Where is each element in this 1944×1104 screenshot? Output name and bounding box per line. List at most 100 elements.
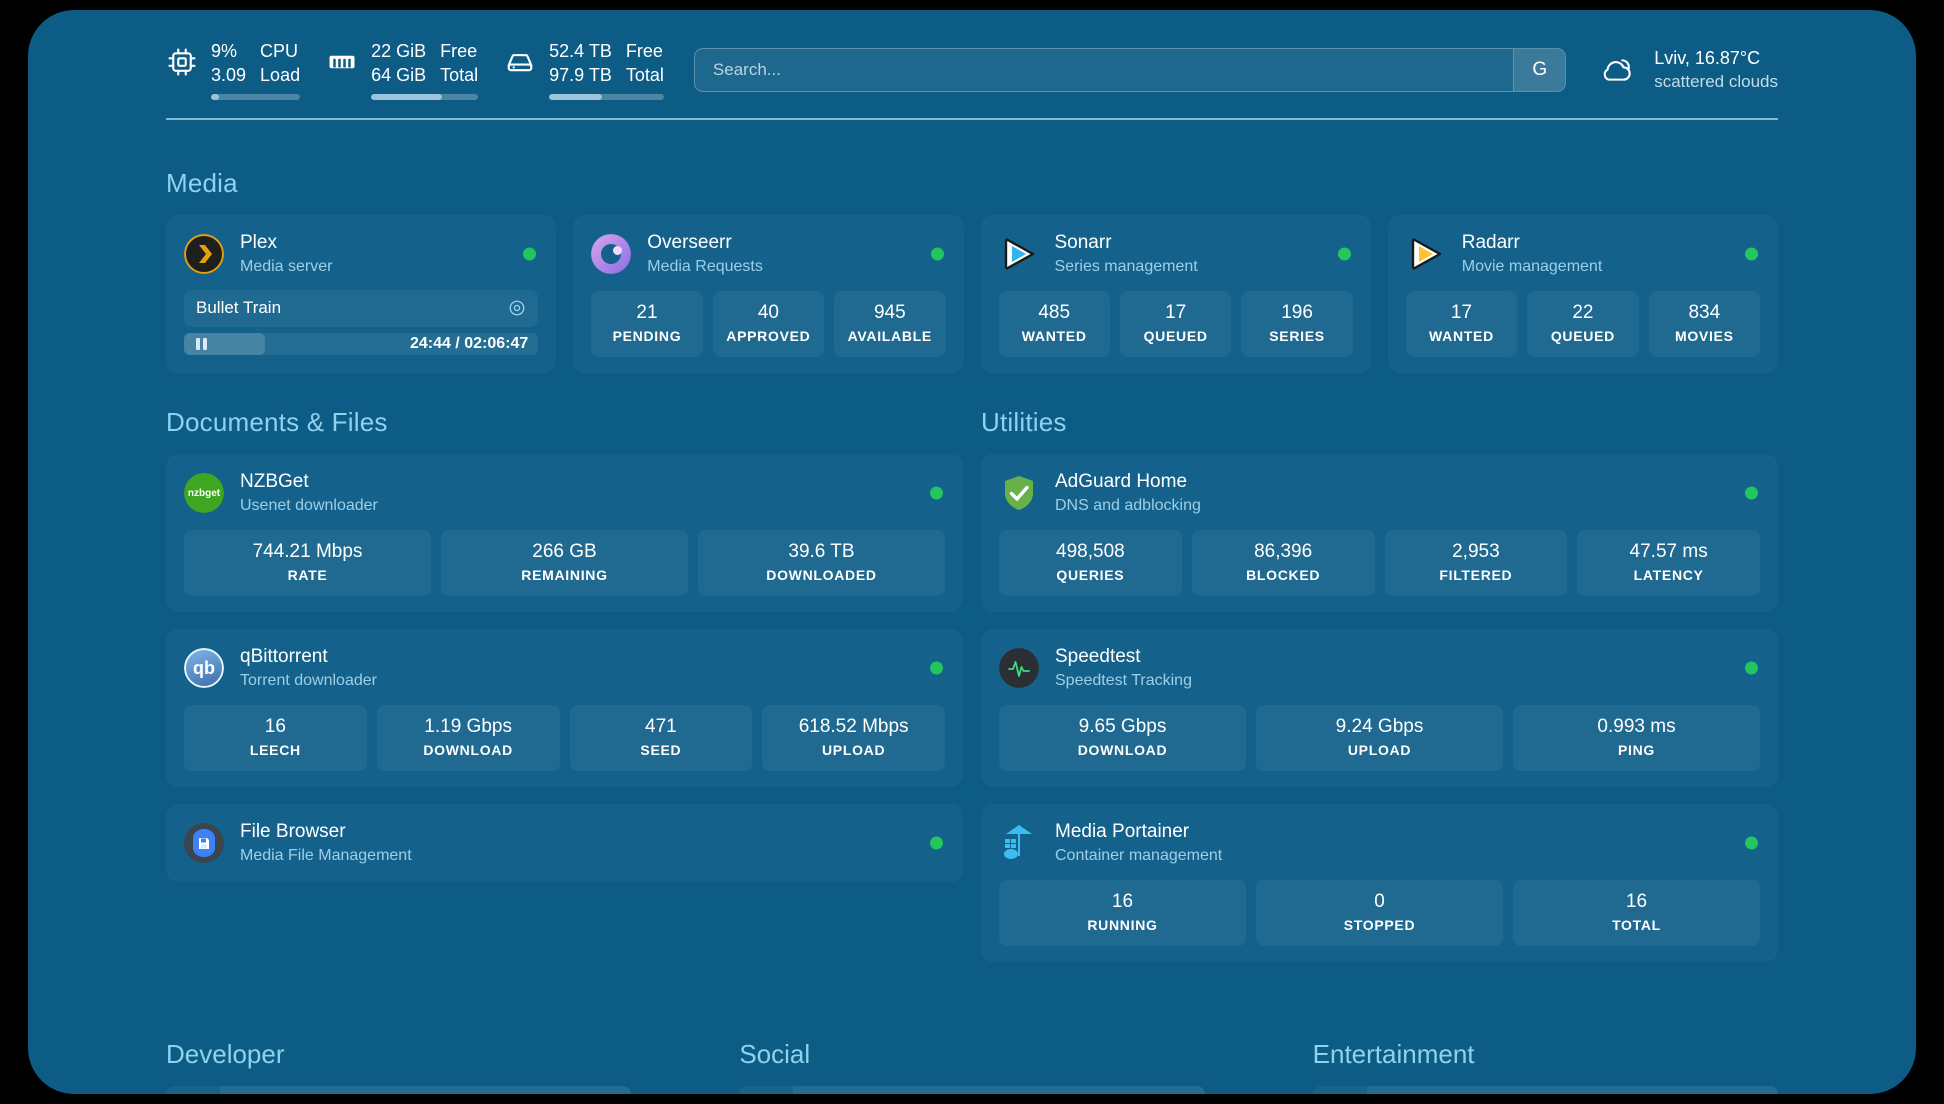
bookmark-item[interactable]: GHGithubgithub.com xyxy=(166,1086,632,1094)
status-indicator xyxy=(1745,836,1758,850)
system-stat-value: 9% xyxy=(211,41,238,61)
service-card-header: qb qBittorrent Torrent downloader xyxy=(184,645,945,691)
service-stat-value: 834 xyxy=(1688,302,1721,323)
status-indicator xyxy=(930,247,944,261)
service-subtitle: Series management xyxy=(1054,258,1198,275)
portainer-icon xyxy=(999,823,1039,863)
playback-progress-bar[interactable]: 24:44 / 02:06:47 xyxy=(184,333,539,355)
service-card[interactable]: nzbget NZBGet Usenet downloader 744.21 Mbps… xyxy=(166,454,963,612)
service-stat-value: 485 xyxy=(1038,302,1071,323)
service-stat: 196 SERIES xyxy=(1241,291,1353,357)
service-stat-value: 16 xyxy=(264,716,286,737)
service-subtitle: Torrent downloader xyxy=(240,672,377,689)
cpu-icon xyxy=(166,46,198,78)
service-card[interactable]: Speedtest Speedtest Tracking 9.65 Gbps DOWN… xyxy=(981,629,1778,787)
disk-icon xyxy=(504,46,536,78)
service-subtitle: Media File Management xyxy=(240,847,412,864)
bookmark-group: EntertainmentYTYouTubeyoutube.comNFNetfl… xyxy=(1312,1039,1778,1094)
service-card-header: Overseerr Media Requests xyxy=(591,231,945,277)
service-card[interactable]: Media Portainer Container management 16 RUN… xyxy=(981,804,1778,962)
section-title-documents: Documents & Files xyxy=(166,407,388,437)
service-stat-value: 39.6 TB xyxy=(788,541,855,562)
documents-column: Documents & Files nzbget NZBGet Usenet dow… xyxy=(166,407,963,979)
service-stat-value: 744.21 Mbps xyxy=(252,541,363,562)
service-stat-value: 0 xyxy=(1374,891,1385,912)
service-stat: 945 AVAILABLE xyxy=(834,291,946,357)
now-playing-title: Bullet Train xyxy=(196,298,282,317)
gear-icon[interactable] xyxy=(508,299,526,317)
service-card-header: Media Portainer Container management xyxy=(999,820,1760,866)
service-card-header: Radarr Movie management xyxy=(1406,231,1760,277)
service-stat: 0 STOPPED xyxy=(1256,880,1503,946)
service-stat-value: 196 xyxy=(1281,302,1313,323)
service-stat: 47.57 ms LATENCY xyxy=(1577,530,1760,596)
dashboard-screen: 9% 3.09 CPU Load 22 GiB 64 GiB Free Total 52.4 T… xyxy=(28,10,1916,1094)
service-name: Radarr xyxy=(1461,232,1520,253)
service-stats-row: 744.21 Mbps RATE 266 GB REMAINING 39.6 TB DOW… xyxy=(184,530,945,596)
service-stat-label: PENDING xyxy=(612,328,682,344)
service-name: Overseerr xyxy=(647,232,732,253)
service-card[interactable]: Overseerr Media Requests 21 PENDING 40 APPROV… xyxy=(573,215,964,373)
service-stat-label: RATE xyxy=(287,567,328,583)
service-stat: 266 GB REMAINING xyxy=(441,530,688,596)
service-stat-label: RUNNING xyxy=(1087,917,1158,933)
service-stat-value: 17 xyxy=(1165,302,1187,323)
service-stat-label: BLOCKED xyxy=(1246,567,1321,583)
top-bar: 9% 3.09 CPU Load 22 GiB 64 GiB Free Total 52.4 T… xyxy=(28,10,1916,102)
bookmark-item[interactable]: LILinkedInlinkedin.com xyxy=(739,1086,1205,1094)
service-card-header: AdGuard Home DNS and adblocking xyxy=(999,470,1760,516)
service-stat-label: DOWNLOAD xyxy=(423,742,513,758)
system-stat-value: 3.09 xyxy=(211,65,247,85)
service-card[interactable]: AdGuard Home DNS and adblocking 498,508 QUE… xyxy=(981,454,1778,612)
service-stat: 9.65 Gbps DOWNLOAD xyxy=(999,705,1246,771)
service-stat: 471 SEED xyxy=(569,705,753,771)
system-stat-cpu: 9% 3.09 CPU Load xyxy=(166,40,301,100)
service-card[interactable]: File Browser Media File Management xyxy=(166,804,963,882)
service-card-header: File Browser Media File Management xyxy=(184,820,945,866)
service-stat: 16 LEECH xyxy=(184,705,367,771)
service-stat: 9.24 Gbps UPLOAD xyxy=(1256,705,1503,771)
cloud-icon xyxy=(1596,49,1638,91)
system-stat-bar xyxy=(211,94,301,100)
service-stat: 16 RUNNING xyxy=(999,880,1246,946)
service-name: File Browser xyxy=(240,821,346,842)
service-stat: 17 QUEUED xyxy=(1119,291,1232,357)
service-stat-value: 9.65 Gbps xyxy=(1078,716,1167,737)
service-card[interactable]: Plex Media server Bullet Train 24:44 / 02:0… xyxy=(166,215,557,373)
bookmark-group-title: Entertainment xyxy=(1312,1039,1475,1069)
weather-widget: Lviv, 16.87°C scattered clouds xyxy=(1596,47,1778,93)
service-card[interactable]: Radarr Movie management 17 WANTED 22 QUEUED 83… xyxy=(1387,215,1778,373)
system-stat-label: Total xyxy=(440,65,479,85)
service-stat-label: APPROVED xyxy=(726,328,811,344)
service-card[interactable]: Sonarr Series management 485 WANTED 17 QUEUED… xyxy=(980,215,1371,373)
service-card-header: nzbget NZBGet Usenet downloader xyxy=(184,470,945,516)
service-stat-label: UPLOAD xyxy=(821,742,886,758)
service-subtitle: DNS and adblocking xyxy=(1055,497,1201,514)
service-stat: 498,508 QUERIES xyxy=(999,530,1182,596)
service-stats-row: 16 RUNNING 0 STOPPED 16 TOTAL xyxy=(999,880,1760,946)
now-playing-row: Bullet Train xyxy=(184,290,539,327)
service-stat: 39.6 TB DOWNLOADED xyxy=(698,530,945,596)
service-card[interactable]: qb qBittorrent Torrent downloader 16 LEECH 1.… xyxy=(166,629,963,787)
bookmark-abbreviation: GH xyxy=(166,1086,220,1094)
system-stat-memory: 22 GiB 64 GiB Free Total xyxy=(326,40,479,100)
system-stats: 9% 3.09 CPU Load 22 GiB 64 GiB Free Total 52.4 T… xyxy=(166,40,664,100)
service-stats-row: 17 WANTED 22 QUEUED 834 MOVIES xyxy=(1405,291,1761,357)
service-subtitle: Speedtest Tracking xyxy=(1055,672,1192,689)
pause-icon[interactable] xyxy=(196,338,207,350)
search-input[interactable] xyxy=(694,60,1514,80)
service-subtitle: Container management xyxy=(1055,847,1223,864)
filebrowser-icon xyxy=(184,823,224,863)
qbittorrent-icon: qb xyxy=(184,648,224,688)
search-provider-button[interactable]: G xyxy=(1513,49,1566,91)
sonarr-icon xyxy=(999,234,1039,274)
service-subtitle: Movie management xyxy=(1461,258,1603,275)
service-stat: 1.19 Gbps DOWNLOAD xyxy=(376,705,560,771)
search-box[interactable]: G xyxy=(693,48,1567,92)
lower-sections: Documents & Files nzbget NZBGet Usenet dow… xyxy=(166,407,1778,979)
service-stats-row: 498,508 QUERIES 86,396 BLOCKED 2,953 FILTERED… xyxy=(999,530,1760,596)
bookmark-item[interactable]: YTYouTubeyoutube.com xyxy=(1312,1086,1778,1094)
service-stat-label: SEED xyxy=(640,742,682,758)
service-stat-label: TOTAL xyxy=(1612,917,1661,933)
nzbget-icon: nzbget xyxy=(184,473,224,513)
